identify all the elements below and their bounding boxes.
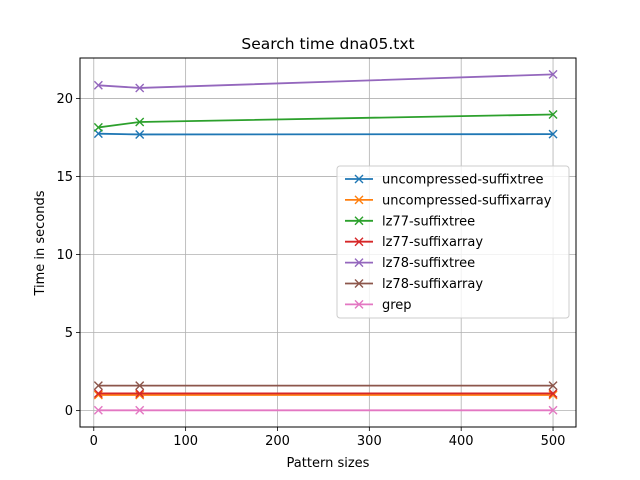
series-grep bbox=[93, 405, 558, 415]
data-point bbox=[93, 390, 103, 400]
legend-marker bbox=[354, 299, 364, 309]
legend-label: uncompressed-suffixarray bbox=[382, 193, 552, 208]
legend-item: lz78-suffixarray bbox=[345, 277, 483, 292]
data-point bbox=[135, 129, 145, 139]
data-point bbox=[135, 381, 145, 391]
legend-label: grep bbox=[382, 298, 412, 313]
y-axis-label: Time in seconds bbox=[33, 190, 48, 296]
series-lz78-suffixtree bbox=[93, 69, 558, 93]
y-tick-label: 15 bbox=[56, 170, 73, 185]
legend-box bbox=[336, 165, 570, 319]
x-tick-label: 0 bbox=[90, 434, 98, 449]
data-point bbox=[135, 388, 145, 398]
y-axis: 0 5 10 15 20 bbox=[56, 92, 80, 419]
legend-marker bbox=[354, 258, 364, 268]
legend-marker bbox=[354, 174, 364, 184]
series-lz78-suffixarray bbox=[93, 381, 558, 391]
series-lz77-suffixarray bbox=[93, 388, 558, 398]
data-point bbox=[93, 405, 103, 415]
legend-item: lz77-suffixtree bbox=[345, 214, 475, 229]
legend-marker bbox=[354, 237, 364, 247]
data-point bbox=[548, 405, 558, 415]
legend-item: lz78-suffixtree bbox=[345, 256, 475, 271]
x-tick-label: 500 bbox=[541, 434, 566, 449]
data-point bbox=[548, 390, 558, 400]
plot-frame bbox=[79, 57, 577, 428]
legend-item: uncompressed-suffixarray bbox=[345, 193, 552, 208]
legend-marker bbox=[354, 279, 364, 288]
data-point bbox=[135, 405, 145, 415]
y-tick-label: 0 bbox=[65, 404, 73, 419]
series-line bbox=[98, 132, 554, 136]
data-point bbox=[548, 388, 558, 398]
legend-label: lz78-suffixtree bbox=[382, 256, 475, 271]
data-point bbox=[135, 83, 145, 93]
data-point bbox=[93, 80, 103, 90]
x-tick-label: 200 bbox=[265, 434, 290, 449]
legend-item: lz77-suffixarray bbox=[345, 235, 483, 250]
legend: uncompressed-suffixtree uncompressed-suff… bbox=[336, 165, 570, 319]
data-point bbox=[93, 381, 103, 391]
series-uncompressed-suffixtree bbox=[93, 129, 558, 139]
series-lz77-suffixtree bbox=[93, 109, 558, 132]
legend-item: grep bbox=[345, 298, 412, 313]
data-point bbox=[548, 381, 558, 391]
legend-label: lz78-suffixarray bbox=[382, 277, 483, 292]
x-tick-label: 300 bbox=[357, 434, 382, 449]
chart-title: Search time dna05.txt bbox=[241, 35, 414, 53]
data-point bbox=[548, 69, 558, 79]
x-tick-label: 100 bbox=[173, 434, 198, 449]
legend-label: uncompressed-suffixtree bbox=[382, 173, 543, 188]
x-axis: 0 100 200 300 400 500 bbox=[90, 427, 566, 449]
data-point bbox=[548, 129, 558, 139]
y-tick-label: 20 bbox=[56, 92, 73, 107]
series-layer bbox=[93, 69, 558, 415]
x-tick-label: 400 bbox=[449, 434, 474, 449]
legend-item: uncompressed-suffixtree bbox=[345, 173, 543, 188]
legend-marker bbox=[354, 195, 364, 205]
data-point bbox=[548, 109, 558, 119]
legend-label: lz77-suffixarray bbox=[382, 235, 483, 250]
legend-label: lz77-suffixtree bbox=[382, 214, 475, 229]
y-tick-label: 10 bbox=[56, 248, 73, 263]
data-point bbox=[93, 388, 103, 398]
y-tick-label: 5 bbox=[65, 326, 73, 341]
legend-marker bbox=[354, 216, 364, 226]
series-uncompressed-suffixarray bbox=[93, 390, 558, 400]
data-point bbox=[135, 390, 145, 400]
data-point bbox=[135, 117, 145, 127]
x-axis-label: Pattern sizes bbox=[287, 456, 370, 471]
data-point bbox=[93, 122, 103, 132]
